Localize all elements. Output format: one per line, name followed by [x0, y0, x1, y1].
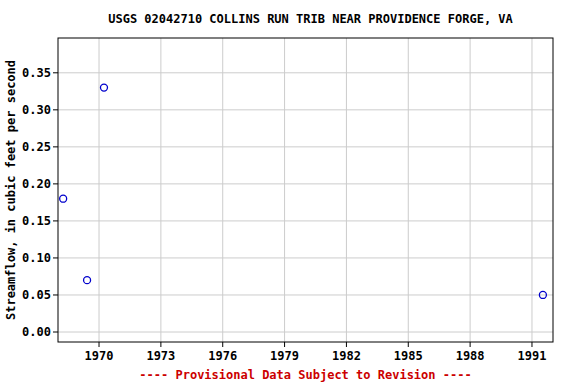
grid-line	[346, 38, 347, 342]
tick-label: 1985	[394, 349, 423, 363]
tick-mark	[53, 257, 58, 258]
chart: 0.00 0.05 0.10 0.15 0.20 0.25 0.30 0.35 1970 1973…	[0, 0, 576, 384]
tick-label: 1976	[208, 349, 237, 363]
point	[539, 291, 546, 298]
annotation: ---- Provisional Data Subject to Revisio…	[139, 368, 471, 382]
tick-label: 0.25	[22, 140, 51, 154]
grid-line	[160, 38, 161, 342]
tick-mark	[53, 109, 58, 110]
tick-mark	[222, 342, 223, 347]
grid-line	[58, 220, 553, 221]
grid-line	[531, 38, 532, 342]
title: USGS 02042710 COLLINS RUN TRIB NEAR PROV…	[108, 12, 513, 26]
grid-line	[58, 332, 553, 333]
tick-mark	[470, 342, 471, 347]
grid-line	[222, 38, 223, 342]
tick-label: 0.15	[22, 214, 51, 228]
tick-mark	[346, 342, 347, 347]
tick-mark	[53, 72, 58, 73]
tick-mark	[53, 294, 58, 295]
plot-frame	[58, 38, 553, 342]
tick-label: 1991	[518, 349, 547, 363]
tick-label: 1982	[332, 349, 361, 363]
tick-label: 1973	[146, 349, 175, 363]
grid-line	[58, 72, 553, 73]
tick-mark	[408, 342, 409, 347]
tick-label: 0.30	[22, 103, 51, 117]
grid-line	[408, 38, 409, 342]
grid-line	[58, 183, 553, 184]
y-axis-label: Streamflow, in cubic feet per second	[4, 60, 18, 320]
grid-line	[58, 146, 553, 147]
grid-line	[58, 109, 553, 110]
grid-line	[99, 38, 100, 342]
tick-label: 1970	[85, 349, 114, 363]
point	[100, 84, 107, 91]
tick-label: 0.20	[22, 177, 51, 191]
background	[0, 0, 576, 384]
tick-label: 0.35	[22, 66, 51, 80]
point	[60, 195, 67, 202]
tick-label: 0.05	[22, 288, 51, 302]
grid-line	[470, 38, 471, 342]
tick-mark	[53, 146, 58, 147]
tick-label: 0.10	[22, 251, 51, 265]
tick-label: 1979	[270, 349, 299, 363]
grid-line	[284, 38, 285, 342]
tick-label: 0.00	[22, 325, 51, 339]
tick-mark	[53, 332, 58, 333]
tick-mark	[160, 342, 161, 347]
tick-mark	[531, 342, 532, 347]
tick-mark	[53, 183, 58, 184]
tick-mark	[284, 342, 285, 347]
tick-mark	[99, 342, 100, 347]
points	[60, 84, 547, 298]
grid-line	[58, 257, 553, 258]
tick-label: 1988	[456, 349, 485, 363]
tick-mark	[53, 220, 58, 221]
point	[84, 277, 91, 284]
grid-line	[58, 294, 553, 295]
